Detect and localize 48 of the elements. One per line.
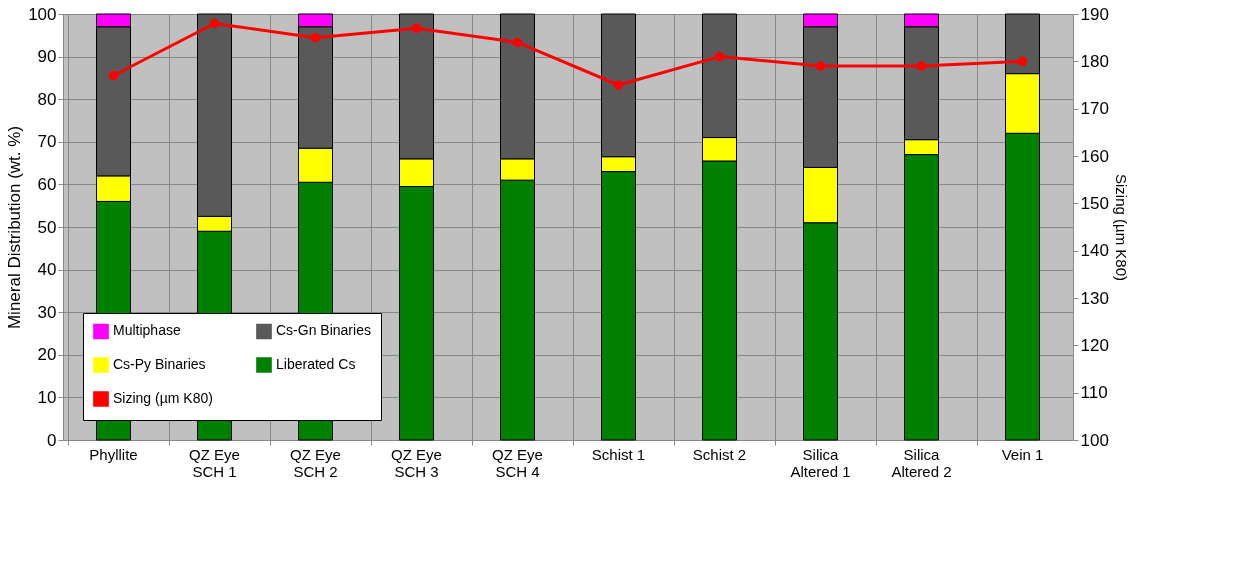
y2-tick-label: 140 — [1080, 241, 1109, 261]
x-tick-label: Silica Altered 1 — [790, 445, 851, 480]
x-tick-label: QZ Eye SCH 3 — [391, 445, 442, 480]
y2-tick-label: 100 — [1080, 430, 1109, 450]
y-tick-label: 10 — [37, 387, 57, 407]
x-tick-label: Schist 2 — [692, 445, 747, 463]
y-tick-label: 40 — [37, 260, 57, 280]
point — [411, 23, 422, 33]
legend-label: Liberated Cs — [276, 356, 356, 372]
legend-label: Sizing (µm K80) — [113, 390, 213, 406]
y-tick-label: 50 — [37, 217, 57, 237]
y-tick-label: 30 — [37, 302, 57, 322]
y2-axis-title: Sizing (µm K80) — [1112, 173, 1130, 282]
x-tick-label: QZ Eye SCH 4 — [492, 445, 543, 480]
y2-tick-label: 190 — [1080, 4, 1109, 24]
point — [310, 32, 321, 43]
point — [108, 70, 119, 81]
point — [714, 51, 725, 62]
y2-tick-label: 180 — [1080, 51, 1109, 71]
legend-label: Cs-Py Binaries — [113, 356, 206, 372]
point — [815, 61, 826, 71]
x-tick-label: Schist 1 — [591, 445, 646, 463]
y-axis-title: Mineral Distribution (wt. %) — [5, 125, 25, 330]
x-tick-label: Vein 1 — [1001, 445, 1044, 463]
y2-tick-label: 150 — [1080, 193, 1109, 213]
x-tick-label: Silica Altered 2 — [891, 445, 952, 480]
y2-tick-label: 120 — [1080, 335, 1109, 355]
point — [512, 37, 523, 48]
y-tick-label: 60 — [37, 174, 57, 194]
y-tick-label: 100 — [28, 4, 57, 24]
y-tick-label: 0 — [47, 430, 57, 450]
point — [1017, 56, 1028, 67]
y2-tick-label: 160 — [1080, 146, 1109, 166]
y-tick-label: 20 — [37, 345, 57, 365]
legend-label: Multiphase — [113, 322, 181, 339]
y2-tick-label: 170 — [1080, 99, 1109, 119]
y2-tick-label: 130 — [1080, 288, 1109, 308]
y-tick-label: 80 — [37, 89, 57, 109]
x-tick-label: QZ Eye SCH 1 — [189, 445, 240, 480]
x-tick-label: QZ Eye SCH 2 — [290, 445, 341, 480]
point — [613, 80, 624, 90]
point — [916, 61, 927, 71]
y-tick-label: 70 — [37, 132, 57, 152]
legend-label: Cs-Gn Binaries — [276, 322, 371, 339]
y-tick-label: 90 — [37, 47, 57, 67]
y2-tick-label: 110 — [1080, 383, 1108, 403]
point — [209, 18, 220, 29]
x-tick-label: Phyllite — [89, 445, 138, 463]
